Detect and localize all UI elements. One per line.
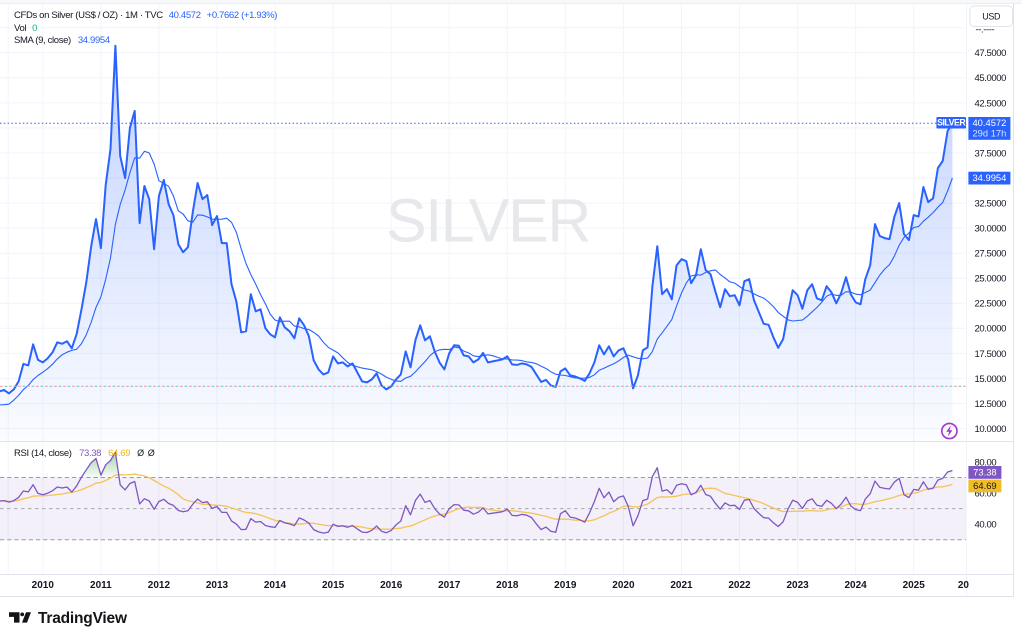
svg-text:45.0000: 45.0000 bbox=[975, 73, 1007, 84]
svg-text:2024: 2024 bbox=[844, 580, 867, 591]
svg-text:10.0000: 10.0000 bbox=[975, 424, 1007, 435]
svg-text:2020: 2020 bbox=[612, 580, 635, 591]
svg-text:2014: 2014 bbox=[264, 580, 287, 591]
svg-text:27.5000: 27.5000 bbox=[975, 249, 1007, 260]
svg-text:2011: 2011 bbox=[90, 580, 112, 591]
svg-text:32.5000: 32.5000 bbox=[975, 199, 1007, 210]
svg-text:20: 20 bbox=[958, 580, 970, 591]
svg-text:--.----: --.---- bbox=[976, 25, 995, 36]
svg-text:2023: 2023 bbox=[786, 580, 809, 591]
svg-text:34.9954: 34.9954 bbox=[972, 172, 1006, 183]
svg-text:20.0000: 20.0000 bbox=[975, 324, 1007, 335]
svg-text:2021: 2021 bbox=[670, 580, 693, 591]
svg-text:29d 17h: 29d 17h bbox=[972, 127, 1006, 138]
svg-text:2010: 2010 bbox=[32, 580, 55, 591]
svg-text:SILVER: SILVER bbox=[937, 118, 966, 128]
svg-text:15.0000: 15.0000 bbox=[975, 374, 1007, 385]
svg-text:80.00: 80.00 bbox=[975, 457, 997, 468]
svg-text:SILVER: SILVER bbox=[386, 187, 590, 255]
svg-text:17.5000: 17.5000 bbox=[975, 349, 1007, 360]
svg-text:37.5000: 37.5000 bbox=[975, 148, 1007, 159]
svg-text:2018: 2018 bbox=[496, 580, 519, 591]
svg-text:42.5000: 42.5000 bbox=[975, 98, 1007, 109]
svg-text:60.00: 60.00 bbox=[975, 489, 997, 500]
svg-text:22.5000: 22.5000 bbox=[975, 299, 1007, 310]
svg-text:2016: 2016 bbox=[380, 580, 403, 591]
svg-text:2013: 2013 bbox=[206, 580, 229, 591]
svg-text:2017: 2017 bbox=[438, 580, 461, 591]
svg-text:64.69: 64.69 bbox=[973, 480, 996, 491]
svg-text:USD: USD bbox=[982, 12, 1001, 22]
svg-text:12.5000: 12.5000 bbox=[975, 399, 1007, 410]
svg-text:2022: 2022 bbox=[728, 580, 751, 591]
svg-text:47.5000: 47.5000 bbox=[975, 48, 1007, 59]
svg-text:25.0000: 25.0000 bbox=[975, 274, 1007, 285]
svg-text:40.00: 40.00 bbox=[975, 520, 997, 531]
svg-text:2019: 2019 bbox=[554, 580, 577, 591]
svg-text:40.4572: 40.4572 bbox=[972, 117, 1006, 128]
svg-text:2015: 2015 bbox=[322, 580, 345, 591]
svg-text:30.0000: 30.0000 bbox=[975, 224, 1007, 235]
svg-text:2025: 2025 bbox=[903, 580, 926, 591]
svg-text:2012: 2012 bbox=[148, 580, 171, 591]
svg-text:73.38: 73.38 bbox=[973, 467, 996, 478]
